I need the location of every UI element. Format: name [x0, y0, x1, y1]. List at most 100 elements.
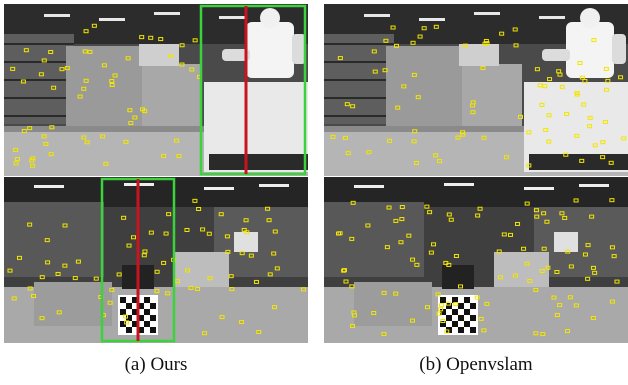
feature-marker [433, 153, 439, 158]
feature-marker [581, 102, 587, 107]
feature-marker [544, 219, 550, 224]
checkerboard-square [138, 327, 144, 333]
feature-marker [399, 217, 405, 222]
checkerboard-square [470, 315, 476, 321]
feature-marker [83, 78, 89, 83]
feature-marker [148, 35, 154, 40]
feature-marker [393, 291, 399, 296]
feature-marker [174, 279, 180, 284]
feature-marker [589, 214, 595, 219]
checkerboard-square [452, 321, 458, 327]
feature-marker [224, 234, 230, 239]
checkerboard-square [470, 303, 476, 309]
ceiling-light [419, 18, 445, 21]
checkerboard-square [144, 321, 150, 327]
sign-board [234, 232, 258, 252]
feature-marker [393, 43, 399, 48]
feature-marker [202, 331, 208, 336]
feature-marker [84, 140, 90, 145]
cabinet [459, 44, 499, 66]
feature-marker [350, 200, 356, 205]
feature-marker [562, 215, 568, 220]
ceiling-light [204, 187, 234, 190]
feature-marker [565, 329, 571, 334]
feature-marker [512, 273, 518, 278]
feature-marker [484, 41, 490, 46]
feature-marker [179, 43, 185, 48]
cabinet [139, 44, 179, 66]
feature-marker [431, 242, 437, 247]
feature-marker [174, 138, 180, 143]
feature-marker [82, 49, 88, 54]
feature-marker [14, 157, 20, 162]
feature-marker [265, 206, 271, 211]
feature-marker [399, 205, 405, 210]
feature-marker [438, 307, 444, 312]
feature-marker [439, 303, 445, 308]
feature-marker [350, 104, 356, 109]
ceiling-light [364, 14, 390, 17]
feature-marker [508, 232, 514, 237]
caption-ours: (a) Ours [124, 354, 188, 375]
feature-marker [121, 215, 127, 220]
feature-marker [608, 160, 614, 165]
feature-marker [206, 231, 212, 236]
checkerboard-square [150, 303, 156, 309]
feature-marker [481, 328, 487, 333]
feature-marker [253, 279, 259, 284]
feature-marker [218, 212, 224, 217]
feature-marker [184, 227, 190, 232]
feature-marker [424, 305, 430, 310]
feature-marker [123, 139, 129, 144]
feature-marker [127, 108, 133, 113]
feature-marker [154, 289, 160, 294]
feature-marker [112, 73, 118, 78]
feature-marker [21, 129, 27, 134]
feature-marker [527, 278, 533, 283]
checkerboard-square [126, 303, 132, 309]
feature-marker [274, 266, 280, 271]
checkerboard-square [458, 315, 464, 321]
checkerboard-square [464, 309, 470, 315]
ceiling-light [34, 185, 64, 188]
checkerboard-square [126, 315, 132, 321]
ceiling-light [354, 185, 384, 188]
checkerboard-square [120, 309, 126, 315]
feature-marker [31, 294, 37, 299]
feature-marker [271, 251, 277, 256]
feature-marker [44, 238, 50, 243]
feature-marker [526, 130, 532, 135]
feature-marker [300, 287, 306, 292]
feature-marker [107, 300, 113, 305]
ceiling-light [444, 183, 474, 186]
feature-marker [384, 245, 390, 250]
feature-marker [13, 161, 19, 166]
feature-marker [349, 236, 355, 241]
feature-marker [453, 253, 459, 258]
feature-marker [421, 26, 427, 31]
feature-marker [344, 102, 350, 107]
feature-marker [349, 284, 355, 289]
feature-marker [336, 231, 342, 236]
feature-marker [537, 83, 543, 88]
feature-marker [457, 284, 463, 289]
feature-marker [393, 218, 399, 223]
feature-marker [176, 154, 182, 159]
feature-marker [142, 249, 148, 254]
feature-marker [343, 279, 349, 284]
wooden-crate [462, 64, 522, 130]
feature-marker [496, 249, 502, 254]
checkerboard-square [132, 297, 138, 303]
feature-marker [256, 330, 262, 335]
feature-marker [433, 24, 439, 29]
feature-marker [11, 296, 17, 301]
feature-marker [446, 262, 452, 267]
feature-marker [45, 260, 51, 265]
checkerboard-square [452, 309, 458, 315]
feature-marker [427, 210, 433, 215]
feature-marker [272, 229, 278, 234]
feature-marker [341, 268, 347, 273]
robot-head [580, 8, 600, 28]
feature-marker [87, 49, 93, 54]
feature-marker [540, 332, 546, 337]
